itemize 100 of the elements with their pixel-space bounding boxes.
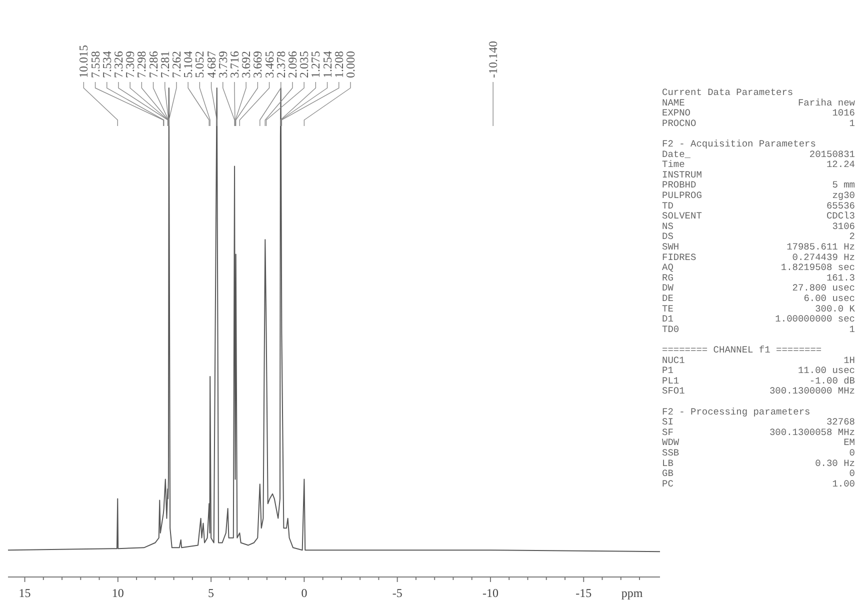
category-label: SF [662, 426, 674, 438]
text: zg30 [832, 190, 855, 201]
category-label: GB [662, 468, 674, 480]
category-label: Date_ [662, 148, 691, 160]
text: 1.00 [832, 478, 855, 490]
category-label: ======== CHANNEL f1 ======== [662, 344, 822, 356]
text: 1H [844, 354, 855, 366]
x-tick-label: -10 [482, 586, 498, 600]
category-label: SOLVENT [662, 210, 702, 222]
text: Fariha new [798, 97, 855, 108]
category-label: PROCNO [662, 118, 697, 129]
text: 0 [849, 448, 855, 458]
category-label: DS [662, 231, 674, 242]
category-label: EXPNO [662, 108, 691, 119]
annotation: 1.254 [320, 51, 334, 78]
x-tick-label: 15 [18, 586, 31, 600]
text: 1.8219508 sec [780, 262, 855, 274]
annotation: 7.262 [169, 51, 184, 78]
annotation: 2.035 [297, 51, 312, 78]
text: 161.3 [826, 272, 855, 284]
category-label: NUC1 [662, 354, 686, 366]
text: 6.00 usec [804, 293, 855, 304]
text: -1.00 dB [809, 375, 855, 386]
annotation: 7.534 [100, 51, 114, 78]
annotation: 7.286 [146, 51, 160, 78]
text: 1 [849, 118, 855, 129]
category-label: DW [662, 282, 674, 294]
text: 1016 [832, 108, 855, 119]
category-label: NAME [662, 97, 686, 108]
text: 300.0 K [815, 303, 855, 314]
category-label: WDW [662, 437, 680, 448]
annotation: 4.687 [204, 51, 218, 78]
category-label: LB [662, 458, 674, 469]
annotation: 7.326 [111, 51, 126, 78]
category-label: TD [662, 200, 674, 212]
category-label: PC [662, 478, 674, 490]
annotation: 1.208 [332, 51, 346, 78]
text: 2 [849, 231, 855, 242]
text: 5 mm [832, 180, 855, 191]
text: 0.30 Hz [815, 458, 855, 469]
x-tick-label: -15 [576, 586, 592, 600]
annotation: 3.669 [250, 51, 265, 78]
text: 27.800 usec [792, 282, 855, 294]
category-label: Current Data Parameters [662, 87, 794, 98]
text: EM [844, 437, 855, 448]
category-label: F2 - Processing parameters [662, 406, 810, 418]
category-label: SSB [662, 448, 680, 458]
category-label: SFO1 [662, 386, 686, 397]
category-label: TD0 [662, 324, 680, 335]
text: 12.24 [826, 159, 855, 170]
x-tick-label: 5 [208, 586, 214, 600]
category-label: D1 [662, 314, 674, 325]
category-label: PULPROG [662, 190, 702, 201]
text: 0 [849, 468, 855, 480]
annotation: 0.000 [343, 51, 358, 78]
annotation: 7.558 [88, 51, 102, 78]
annotation: 3.739 [216, 51, 230, 78]
annotation: 5.104 [181, 51, 196, 78]
x-tick-label: 10 [112, 586, 124, 600]
category-label: SWH [662, 242, 680, 252]
text: 1 [849, 324, 855, 335]
annotation: 5.052 [192, 51, 207, 78]
annotation: 3.692 [239, 51, 254, 78]
category-label: PL1 [662, 375, 680, 386]
annotation: 3.465 [262, 51, 276, 78]
category-label: RG [662, 272, 674, 284]
annotation: -10.140 [486, 41, 500, 78]
category-label: DE [662, 293, 674, 304]
x-tick-label: 0 [301, 586, 308, 600]
x-axis-title: ppm [621, 586, 644, 600]
annotation: 1.275 [308, 51, 323, 78]
text: 0.274439 Hz [792, 252, 855, 263]
annotation: 7.298 [134, 51, 149, 78]
annotation: 2.096 [285, 51, 300, 78]
category-label: F2 - Acquisition Parameters [662, 138, 816, 150]
text: 11.00 usec [798, 365, 855, 376]
category-label: AQ [662, 262, 674, 274]
text: 20150831 [809, 148, 855, 160]
category-label: SI [662, 416, 674, 428]
annotation: 7.309 [123, 51, 138, 78]
annotation: 10.015 [76, 45, 91, 78]
text: 300.1300000 MHz [769, 386, 855, 397]
text: CDCl3 [826, 210, 855, 222]
category-label: FIDRES [662, 252, 697, 263]
category-label: Time [662, 159, 686, 170]
category-label: NS [662, 220, 674, 232]
text: 17985.611 Hz [786, 242, 855, 252]
category-label: INSTRUM [662, 169, 702, 180]
x-tick-label: -5 [392, 586, 402, 600]
text: 1.00000000 sec [775, 314, 855, 325]
annotation: 7.281 [158, 51, 172, 78]
category-label: PROBHD [662, 180, 697, 191]
category-label: TE [662, 303, 674, 314]
text: 65536 [826, 200, 855, 212]
category-label: P1 [662, 365, 674, 376]
annotation: 2.378 [274, 51, 288, 78]
annotation: 3.716 [227, 51, 242, 78]
text: 300.1300058 MHz [769, 426, 855, 438]
text: 3106 [832, 220, 855, 232]
text: 32768 [826, 416, 855, 428]
